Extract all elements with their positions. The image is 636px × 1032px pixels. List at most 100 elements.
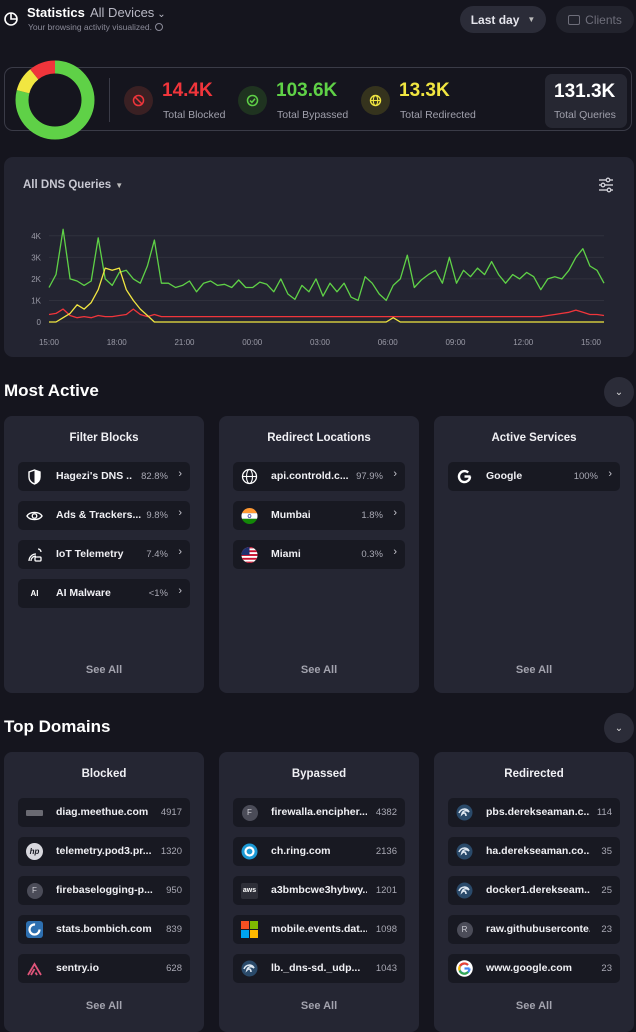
table-row[interactable]: stats.bombich.com 839 [18, 915, 190, 944]
see-all-link[interactable]: See All [85, 1000, 123, 1012]
see-all-link[interactable]: See All [300, 1000, 338, 1012]
domain-name: www.google.com [486, 962, 572, 974]
list-item[interactable]: Ads & Trackers... 9.8% › [18, 501, 190, 530]
x-tick-label: 03:00 [310, 338, 331, 347]
blocked-domains-title: Blocked [81, 768, 127, 780]
table-row[interactable]: ha.derekseaman.co... 35 [448, 837, 620, 866]
table-row[interactable]: F firewalla.encipher... 4382 [233, 798, 405, 827]
x-tick-label: 15:00 [39, 338, 60, 347]
list-item[interactable]: Miami 0.3% › [233, 540, 405, 569]
table-row[interactable]: docker1.derekseam... 25 [448, 876, 620, 905]
see-all-link[interactable]: See All [515, 664, 553, 676]
devices-icon [568, 14, 581, 25]
table-row[interactable]: sentry.io 628 [18, 954, 190, 983]
domain-count: 114 [596, 807, 612, 818]
globe-icon [241, 468, 258, 485]
iot-signal-icon [26, 546, 43, 563]
chart-title: All DNS Queries [23, 179, 112, 191]
clients-button[interactable]: Clients [556, 6, 634, 33]
item-label: Mumbai [271, 509, 311, 521]
chevron-right-icon: › [178, 507, 182, 519]
list-item[interactable]: api.controld.c... 97.9% › [233, 462, 405, 491]
bypassed-label: Total Bypassed [277, 109, 349, 121]
time-range-select[interactable]: Last day ▼ [460, 6, 546, 33]
domain-name: firebaselogging-p... [56, 884, 153, 896]
series-line[interactable] [48, 228, 605, 302]
table-row[interactable]: mobile.events.dat... 1098 [233, 915, 405, 944]
item-value: 9.8% [146, 510, 168, 521]
shield-icon [26, 468, 43, 485]
dns-queries-line-chart[interactable]: 4K 3K 2K 1K 0 15:00 18:00 21:00 00:00 03:00 06:00 0… [4, 157, 634, 357]
domain-name: mobile.events.dat... [271, 923, 367, 935]
bypassed-domains-title: Bypassed [291, 768, 347, 780]
domain-count: 2136 [375, 846, 397, 857]
chevron-right-icon: › [393, 546, 397, 558]
see-all-link[interactable]: See All [515, 1000, 553, 1012]
item-value: 100% [573, 471, 598, 482]
swirl-icon [456, 882, 473, 899]
caret-down-icon: ▼ [115, 181, 124, 190]
query-donut-chart [15, 60, 95, 140]
time-range-label: Last day [470, 12, 520, 27]
top-domains-title: Top Domains [4, 717, 111, 736]
domain-name: ch.ring.com [271, 845, 331, 857]
table-row[interactable]: hp telemetry.pod3.pr... 1320 [18, 837, 190, 866]
table-row[interactable]: www.google.com 23 [448, 954, 620, 983]
favicon-letter: F [26, 882, 43, 899]
list-item[interactable]: Mumbai 1.8% › [233, 501, 405, 530]
top-domains-collapse-button[interactable]: ⌄ [604, 713, 634, 743]
domain-count: 4917 [160, 807, 182, 818]
table-row[interactable]: pbs.derekseaman.c... 114 [448, 798, 620, 827]
list-item[interactable]: AI AI Malware <1% › [18, 579, 190, 608]
page-title: Statistics [27, 5, 85, 20]
domain-name: telemetry.pod3.pr... [56, 845, 152, 857]
swirl-icon [456, 843, 473, 860]
domain-name: docker1.derekseam... [486, 884, 590, 896]
x-tick-label: 09:00 [445, 338, 466, 347]
page-header: Statistics All Devices ⌄ Your browsing ac… [0, 0, 636, 42]
most-active-collapse-button[interactable]: ⌄ [604, 377, 634, 407]
india-flag-icon [241, 507, 258, 524]
see-all-link[interactable]: See All [300, 664, 338, 676]
divider [109, 78, 110, 122]
series-line[interactable] [49, 267, 604, 323]
table-row[interactable]: ch.ring.com 2136 [233, 837, 405, 866]
favicon-placeholder-icon: F [26, 882, 43, 899]
sliders-icon[interactable] [598, 177, 614, 193]
active-services-title: Active Services [491, 432, 577, 444]
table-row[interactable]: R raw.githubuserconte... 23 [448, 915, 620, 944]
bypassed-count: 103.6K [276, 80, 338, 101]
domain-name: stats.bombich.com [56, 923, 152, 935]
series-line[interactable] [48, 308, 605, 319]
info-icon[interactable] [154, 23, 163, 31]
table-row[interactable]: aws a3bmbcwe3hybwy... 1201 [233, 876, 405, 905]
usa-flag-icon [241, 546, 258, 563]
domain-count: 23 [601, 963, 612, 974]
chevron-right-icon: › [178, 468, 182, 480]
chevron-down-icon: ⌄ [614, 722, 624, 734]
google-icon [456, 960, 473, 977]
x-tick-label: 15:00 [581, 338, 602, 347]
list-item[interactable]: Google 100% › [448, 462, 620, 491]
dns-queries-chart-card: All DNS Queries ▼ 4K 3K 2K 1K 0 15:00 18:00 21:0… [4, 157, 634, 357]
table-row[interactable]: diag.meethue.com 4917 [18, 798, 190, 827]
chart-filter-select[interactable]: All DNS Queries ▼ [23, 179, 123, 191]
chevron-right-icon: › [178, 585, 182, 597]
blocked-count: 14.4K [162, 80, 213, 101]
stat-total-queries[interactable]: 131.3K Total Queries [545, 74, 627, 128]
list-item[interactable]: Hagezi's DNS ... 82.8% › [18, 462, 190, 491]
chevron-right-icon: › [393, 507, 397, 519]
ai-malware-icon: AI [26, 585, 43, 602]
table-row[interactable]: F firebaselogging-p... 950 [18, 876, 190, 905]
see-all-link[interactable]: See All [85, 664, 123, 676]
filter-blocks-card: Filter Blocks Hagezi's DNS ... 82.8% › A… [4, 416, 204, 693]
x-tick-label: 00:00 [242, 338, 263, 347]
domain-count: 35 [601, 846, 612, 857]
x-tick-label: 21:00 [174, 338, 195, 347]
device-selector[interactable]: All Devices ⌄ [90, 5, 166, 20]
filter-blocks-title: Filter Blocks [69, 432, 139, 444]
item-label: Google [486, 470, 523, 482]
y-tick-label: 4K [31, 232, 41, 241]
table-row[interactable]: lb._dns-sd._udp... 1043 [233, 954, 405, 983]
list-item[interactable]: IoT Telemetry 7.4% › [18, 540, 190, 569]
